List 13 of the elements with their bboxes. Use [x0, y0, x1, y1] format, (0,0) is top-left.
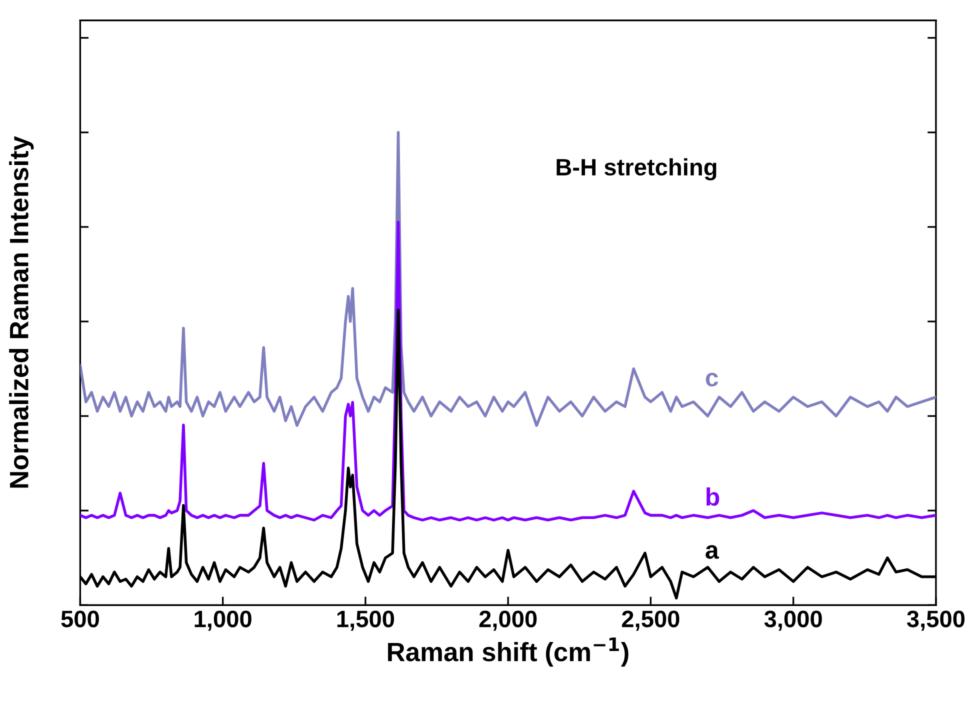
series-label: b	[706, 487, 720, 506]
series-label: a	[706, 545, 719, 559]
x-tick-label: 2,500	[622, 610, 680, 631]
x-tick-label: 1,500	[337, 610, 394, 631]
series-label: c	[706, 372, 718, 387]
annotation: B-H stretching	[556, 158, 716, 180]
y-axis-title: Normalized Raman Intensity	[9, 136, 34, 488]
x-axis-title: Raman shift (cm$^{−1}$)	[388, 638, 628, 667]
x-tick-label: 500	[61, 610, 99, 628]
x-tick-label: 3,000	[764, 610, 822, 631]
x-tick-label: 1,000	[194, 610, 252, 631]
x-tick-label: 3,500	[906, 610, 965, 631]
x-tick-label: 2,000	[479, 610, 537, 631]
